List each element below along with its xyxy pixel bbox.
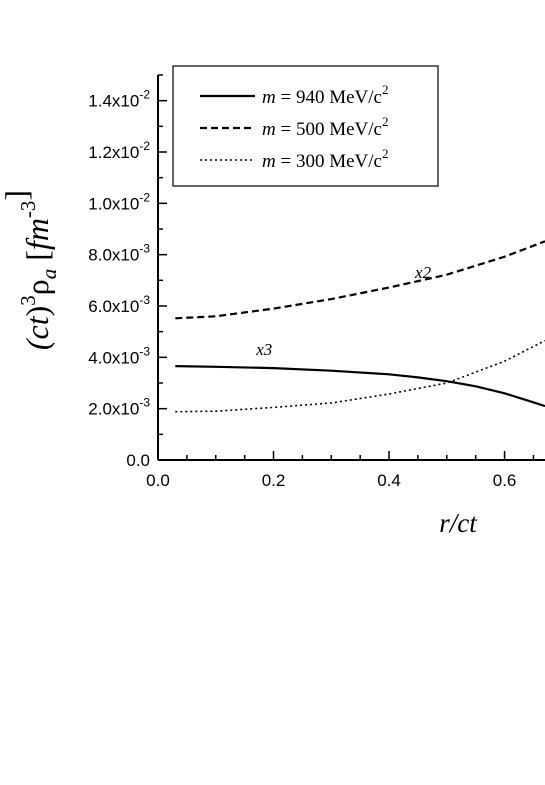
legend-box [172, 65, 439, 187]
axes: 0.0 0.2 0.4 0.6 0.0 2.0x10-3 4.0x10-3 6.0x10-3 8… [88, 74, 545, 490]
y-tick-label: 1.4x10-2 [88, 88, 150, 111]
y-tick-label: 2.0x10-3 [88, 396, 150, 419]
legend-label-1: m = 940 MeV/c2 [262, 82, 388, 108]
series-layer [175, 240, 545, 413]
x-tick-label: 0.6 [493, 471, 517, 490]
annotation-x2: x2 [414, 263, 432, 282]
series-line-1 [175, 365, 545, 408]
legend: m = 940 MeV/c2 m = 500 MeV/c2 m = 300 MeV/… [172, 65, 439, 187]
legend-label-3: m = 300 MeV/c2 [262, 146, 388, 172]
series-line-3 [175, 339, 545, 413]
series-line-2 [175, 240, 545, 320]
x-tick-label: 0.2 [262, 471, 286, 490]
x-tick-label: 0.4 [377, 471, 401, 490]
x-axis-title: r/ct [439, 508, 478, 538]
y-tick-label: 0.0 [126, 451, 150, 470]
y-tick-label: 8.0x10-3 [88, 242, 150, 265]
x-tick-label: 0.0 [146, 471, 170, 490]
y-tick-label: 6.0x10-3 [88, 293, 150, 316]
annotation-x3: x3 [255, 340, 272, 359]
y-axis-title: (ct)3ρa [fm-3] [0, 190, 61, 350]
legend-label-2: m = 500 MeV/c2 [262, 114, 388, 140]
y-tick-label: 1.2x10-2 [88, 139, 150, 162]
annotations: x2 x3 [255, 263, 431, 359]
y-tick-label: 1.0x10-2 [88, 190, 150, 213]
y-tick-label: 4.0x10-3 [88, 344, 150, 367]
